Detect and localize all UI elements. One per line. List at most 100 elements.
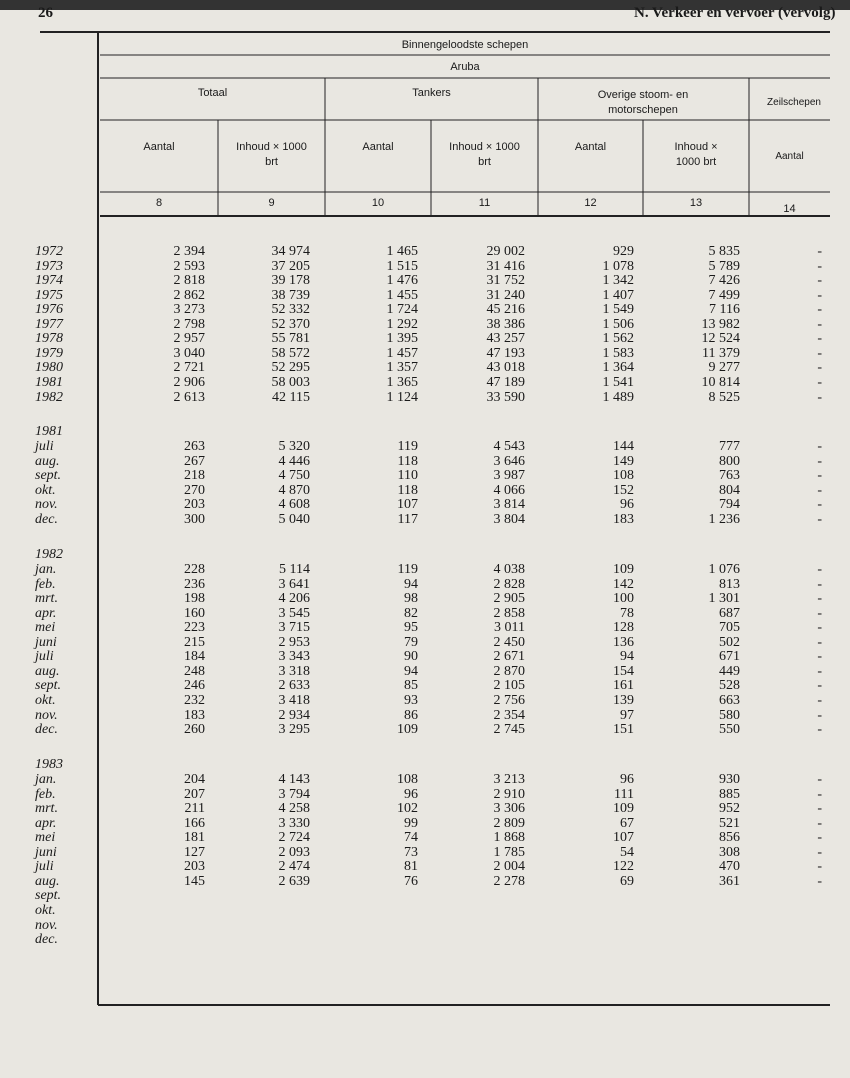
cell: 2 745 [493,722,526,738]
cell: 8 525 [708,389,741,405]
cell: 1 506 [602,316,635,332]
cell: 2 639 [278,873,311,889]
running-title: N. Verkeer en vervoer (vervolg) [634,5,836,21]
column-number: 12 [584,197,597,209]
cell: - [817,678,822,694]
cell: 3 987 [493,468,526,484]
cell: 4 446 [278,453,311,469]
cell: 2 906 [173,374,206,390]
cell: 267 [184,453,205,469]
row-label: dec. [35,722,58,738]
cell: 45 216 [486,302,526,318]
cell: - [817,772,822,787]
cell: 142 [613,576,634,592]
row-label: juli [35,649,54,665]
cell: - [817,576,822,592]
row-label: apr. [35,605,57,621]
row-label: sept. [35,678,62,694]
cell: 34 974 [271,244,311,259]
cell: 13 982 [701,316,741,332]
cell: 3 804 [493,511,526,527]
cell: 127 [184,844,205,860]
cell: 4 038 [493,562,526,577]
cell: - [817,345,822,361]
cell: 3 794 [278,786,311,802]
cell: 144 [613,439,634,454]
cell: - [817,511,822,527]
cell: 52 332 [271,302,311,318]
row-label: okt. [35,692,56,708]
column-header: Inhoud × 1000 brt [236,141,307,169]
cell: 119 [397,439,418,454]
cell: 1 562 [602,331,635,347]
cell: 218 [184,468,205,484]
cell: 93 [404,692,418,708]
cell: 4 750 [278,468,311,484]
cell: 3 418 [278,692,311,708]
cell: 79 [404,634,418,650]
cell: 109 [397,722,418,738]
cell: 1 868 [493,830,526,846]
cell: 108 [397,772,418,787]
cell: 76 [404,873,418,889]
cell: 470 [719,859,740,875]
cell: 1 489 [602,389,635,405]
cell: - [817,859,822,875]
cell: 1 292 [386,316,419,332]
cell: 96 [620,497,634,513]
row-label: 1978 [35,331,63,347]
cell: 3 040 [173,345,206,361]
cell: 1 236 [708,511,741,527]
cell: 109 [613,801,634,817]
cell: 1 549 [602,302,635,318]
cell: 687 [719,605,740,621]
cell: 31 752 [486,273,526,289]
cell: - [817,620,822,636]
cell: 2 934 [278,707,311,723]
cell: 2 858 [493,605,526,621]
row-label: mrt. [35,801,58,817]
cell: 2 593 [173,258,206,274]
cell: 300 [184,511,205,527]
cell: 39 178 [271,273,311,289]
section-heading: 1983 [35,757,63,772]
cell: 207 [184,786,205,802]
cell: 107 [397,497,418,513]
cell: 5 835 [708,244,741,259]
cell: 813 [719,576,740,592]
cell: 885 [719,786,740,802]
cell: 521 [719,815,740,831]
cell: 763 [719,468,740,484]
cell: 361 [719,873,740,889]
row-label: nov. [35,707,58,723]
cell: 183 [613,511,634,527]
row-label: feb. [35,786,56,802]
cell: 2 004 [493,859,526,875]
cell: 228 [184,562,205,577]
cell: 3 545 [278,605,311,621]
row-label: 1975 [35,287,63,303]
cell: 161 [613,678,634,694]
cell: 111 [614,786,634,802]
table-title: Binnengeloodste schepen [401,39,529,51]
scan-edge [0,0,850,10]
cell: 804 [719,482,740,498]
cell: 110 [397,468,418,484]
cell: 29 002 [486,244,526,259]
cell: 183 [184,707,205,723]
cell: 96 [404,786,418,802]
row-label: 1982 [35,389,63,405]
cell: 223 [184,620,205,636]
cell: 7 116 [709,302,740,318]
cell: 1 076 [708,562,741,577]
cell: 119 [397,562,418,577]
cell: 2 474 [278,859,311,875]
row-label: nov. [35,917,58,933]
cell: - [817,331,822,347]
cell: - [817,801,822,817]
cell: 118 [397,482,418,498]
cell: 2 724 [278,830,311,846]
cell: 260 [184,722,205,738]
cell: 2 633 [278,678,311,694]
cell: 94 [404,663,418,679]
